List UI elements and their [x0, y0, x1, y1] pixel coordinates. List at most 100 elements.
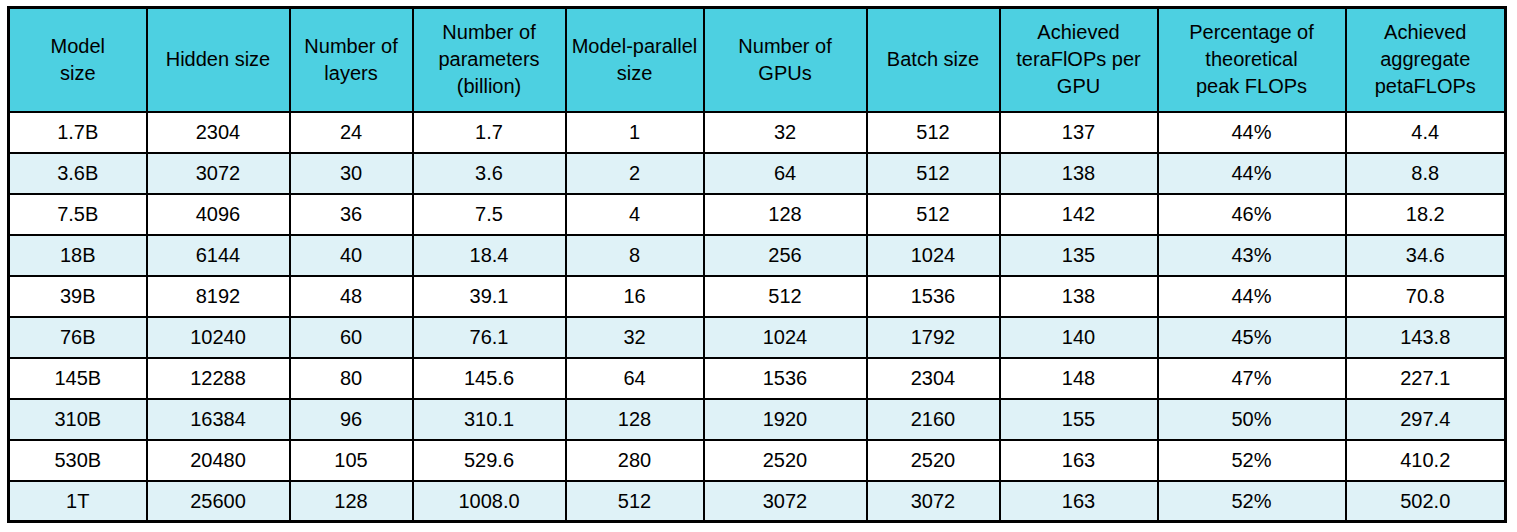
- cell-number-of-layers: 80: [290, 358, 413, 399]
- cell-number-of-layers: 105: [290, 440, 413, 481]
- cell-batch-size: 1792: [867, 317, 1000, 358]
- cell-achieved-aggregate-petaflops: 297.4: [1346, 399, 1506, 440]
- cell-hidden-size: 20480: [147, 440, 290, 481]
- cell-number-of-layers: 128: [290, 481, 413, 522]
- cell-model-parallel-size: 16: [566, 276, 704, 317]
- column-header-percentage-of-theoretical-peak-flops: Percentage of theoretical peak FLOPs: [1158, 8, 1346, 112]
- cell-number-of-layers: 36: [290, 194, 413, 235]
- table-row-3.6b: 3.6B3072303.626451213844%8.8: [9, 153, 1506, 194]
- cell-achieved-aggregate-petaflops: 227.1: [1346, 358, 1506, 399]
- cell-achieved-aggregate-petaflops: 70.8: [1346, 276, 1506, 317]
- column-header-achieved-teraflops-per-gpu: Achieved teraFlOPs per GPU: [1000, 8, 1158, 112]
- cell-batch-size: 2160: [867, 399, 1000, 440]
- cell-number-of-gpus: 128: [704, 194, 867, 235]
- cell-number-of-layers: 30: [290, 153, 413, 194]
- cell-model-size: 1T: [9, 481, 147, 522]
- cell-achieved-aggregate-petaflops: 18.2: [1346, 194, 1506, 235]
- cell-model-size: 7.5B: [9, 194, 147, 235]
- table-body: 1.7B2304241.713251213744%4.43.6B3072303.…: [9, 112, 1506, 522]
- cell-number-of-gpus: 1024: [704, 317, 867, 358]
- cell-percentage-of-theoretical-peak-flops: 52%: [1158, 440, 1346, 481]
- cell-number-of-parameters: 76.1: [413, 317, 566, 358]
- cell-model-size: 76B: [9, 317, 147, 358]
- cell-model-parallel-size: 280: [566, 440, 704, 481]
- model-scaling-table: Model sizeHidden sizeNumber of layers Num…: [7, 6, 1507, 523]
- cell-number-of-gpus: 1920: [704, 399, 867, 440]
- cell-batch-size: 2304: [867, 358, 1000, 399]
- cell-model-parallel-size: 64: [566, 358, 704, 399]
- cell-batch-size: 512: [867, 112, 1000, 153]
- cell-hidden-size: 2304: [147, 112, 290, 153]
- cell-batch-size: 2520: [867, 440, 1000, 481]
- column-header-model-size: Model size: [9, 8, 147, 112]
- cell-number-of-gpus: 1536: [704, 358, 867, 399]
- cell-percentage-of-theoretical-peak-flops: 43%: [1158, 235, 1346, 276]
- cell-percentage-of-theoretical-peak-flops: 44%: [1158, 112, 1346, 153]
- header-row: Model sizeHidden sizeNumber of layers Num…: [9, 8, 1506, 112]
- cell-achieved-teraflops-per-gpu: 137: [1000, 112, 1158, 153]
- cell-achieved-aggregate-petaflops: 410.2: [1346, 440, 1506, 481]
- cell-percentage-of-theoretical-peak-flops: 44%: [1158, 153, 1346, 194]
- cell-model-size: 145B: [9, 358, 147, 399]
- cell-number-of-parameters: 3.6: [413, 153, 566, 194]
- column-header-number-of-layers: Number of layers: [290, 8, 413, 112]
- cell-achieved-teraflops-per-gpu: 140: [1000, 317, 1158, 358]
- table-row-145b: 145B1228880145.6641536230414847%227.1: [9, 358, 1506, 399]
- column-header-achieved-aggregate-petaflops: Achieved aggregate petaFLOPs: [1346, 8, 1506, 112]
- column-header-batch-size: Batch size: [867, 8, 1000, 112]
- cell-number-of-layers: 60: [290, 317, 413, 358]
- table-row-7.5b: 7.5B4096367.5412851214246%18.2: [9, 194, 1506, 235]
- cell-hidden-size: 3072: [147, 153, 290, 194]
- cell-batch-size: 512: [867, 194, 1000, 235]
- cell-hidden-size: 4096: [147, 194, 290, 235]
- cell-achieved-aggregate-petaflops: 34.6: [1346, 235, 1506, 276]
- cell-model-parallel-size: 4: [566, 194, 704, 235]
- cell-hidden-size: 12288: [147, 358, 290, 399]
- cell-model-size: 18B: [9, 235, 147, 276]
- table-row-310b: 310B1638496310.11281920216015550%297.4: [9, 399, 1506, 440]
- cell-number-of-parameters: 18.4: [413, 235, 566, 276]
- table-row-39b: 39B81924839.116512153613844%70.8: [9, 276, 1506, 317]
- cell-number-of-parameters: 7.5: [413, 194, 566, 235]
- column-header-model-parallel-size: Model-parallel size: [566, 8, 704, 112]
- cell-model-size: 310B: [9, 399, 147, 440]
- table-row-18b: 18B61444018.48256102413543%34.6: [9, 235, 1506, 276]
- cell-achieved-aggregate-petaflops: 8.8: [1346, 153, 1506, 194]
- cell-achieved-teraflops-per-gpu: 163: [1000, 440, 1158, 481]
- cell-hidden-size: 10240: [147, 317, 290, 358]
- cell-model-size: 3.6B: [9, 153, 147, 194]
- cell-number-of-parameters: 145.6: [413, 358, 566, 399]
- cell-number-of-parameters: 529.6: [413, 440, 566, 481]
- cell-number-of-gpus: 256: [704, 235, 867, 276]
- cell-number-of-gpus: 3072: [704, 481, 867, 522]
- table-row-76b: 76B102406076.1321024179214045%143.8: [9, 317, 1506, 358]
- cell-achieved-aggregate-petaflops: 502.0: [1346, 481, 1506, 522]
- table-row-1.7b: 1.7B2304241.713251213744%4.4: [9, 112, 1506, 153]
- cell-achieved-teraflops-per-gpu: 138: [1000, 153, 1158, 194]
- cell-percentage-of-theoretical-peak-flops: 44%: [1158, 276, 1346, 317]
- cell-number-of-layers: 48: [290, 276, 413, 317]
- cell-percentage-of-theoretical-peak-flops: 47%: [1158, 358, 1346, 399]
- table-header: Model sizeHidden sizeNumber of layers Num…: [9, 8, 1506, 112]
- cell-batch-size: 1536: [867, 276, 1000, 317]
- cell-number-of-parameters: 310.1: [413, 399, 566, 440]
- cell-hidden-size: 6144: [147, 235, 290, 276]
- cell-batch-size: 3072: [867, 481, 1000, 522]
- cell-achieved-teraflops-per-gpu: 135: [1000, 235, 1158, 276]
- cell-percentage-of-theoretical-peak-flops: 45%: [1158, 317, 1346, 358]
- column-header-number-of-gpus: Number of GPUs: [704, 8, 867, 112]
- cell-number-of-gpus: 512: [704, 276, 867, 317]
- cell-hidden-size: 25600: [147, 481, 290, 522]
- cell-achieved-aggregate-petaflops: 143.8: [1346, 317, 1506, 358]
- column-header-hidden-size: Hidden size: [147, 8, 290, 112]
- page: Model sizeHidden sizeNumber of layers Num…: [0, 0, 1517, 532]
- cell-hidden-size: 8192: [147, 276, 290, 317]
- cell-percentage-of-theoretical-peak-flops: 50%: [1158, 399, 1346, 440]
- cell-model-parallel-size: 2: [566, 153, 704, 194]
- cell-model-parallel-size: 1: [566, 112, 704, 153]
- cell-percentage-of-theoretical-peak-flops: 52%: [1158, 481, 1346, 522]
- cell-number-of-layers: 40: [290, 235, 413, 276]
- cell-achieved-teraflops-per-gpu: 142: [1000, 194, 1158, 235]
- cell-model-size: 1.7B: [9, 112, 147, 153]
- cell-number-of-parameters: 1.7: [413, 112, 566, 153]
